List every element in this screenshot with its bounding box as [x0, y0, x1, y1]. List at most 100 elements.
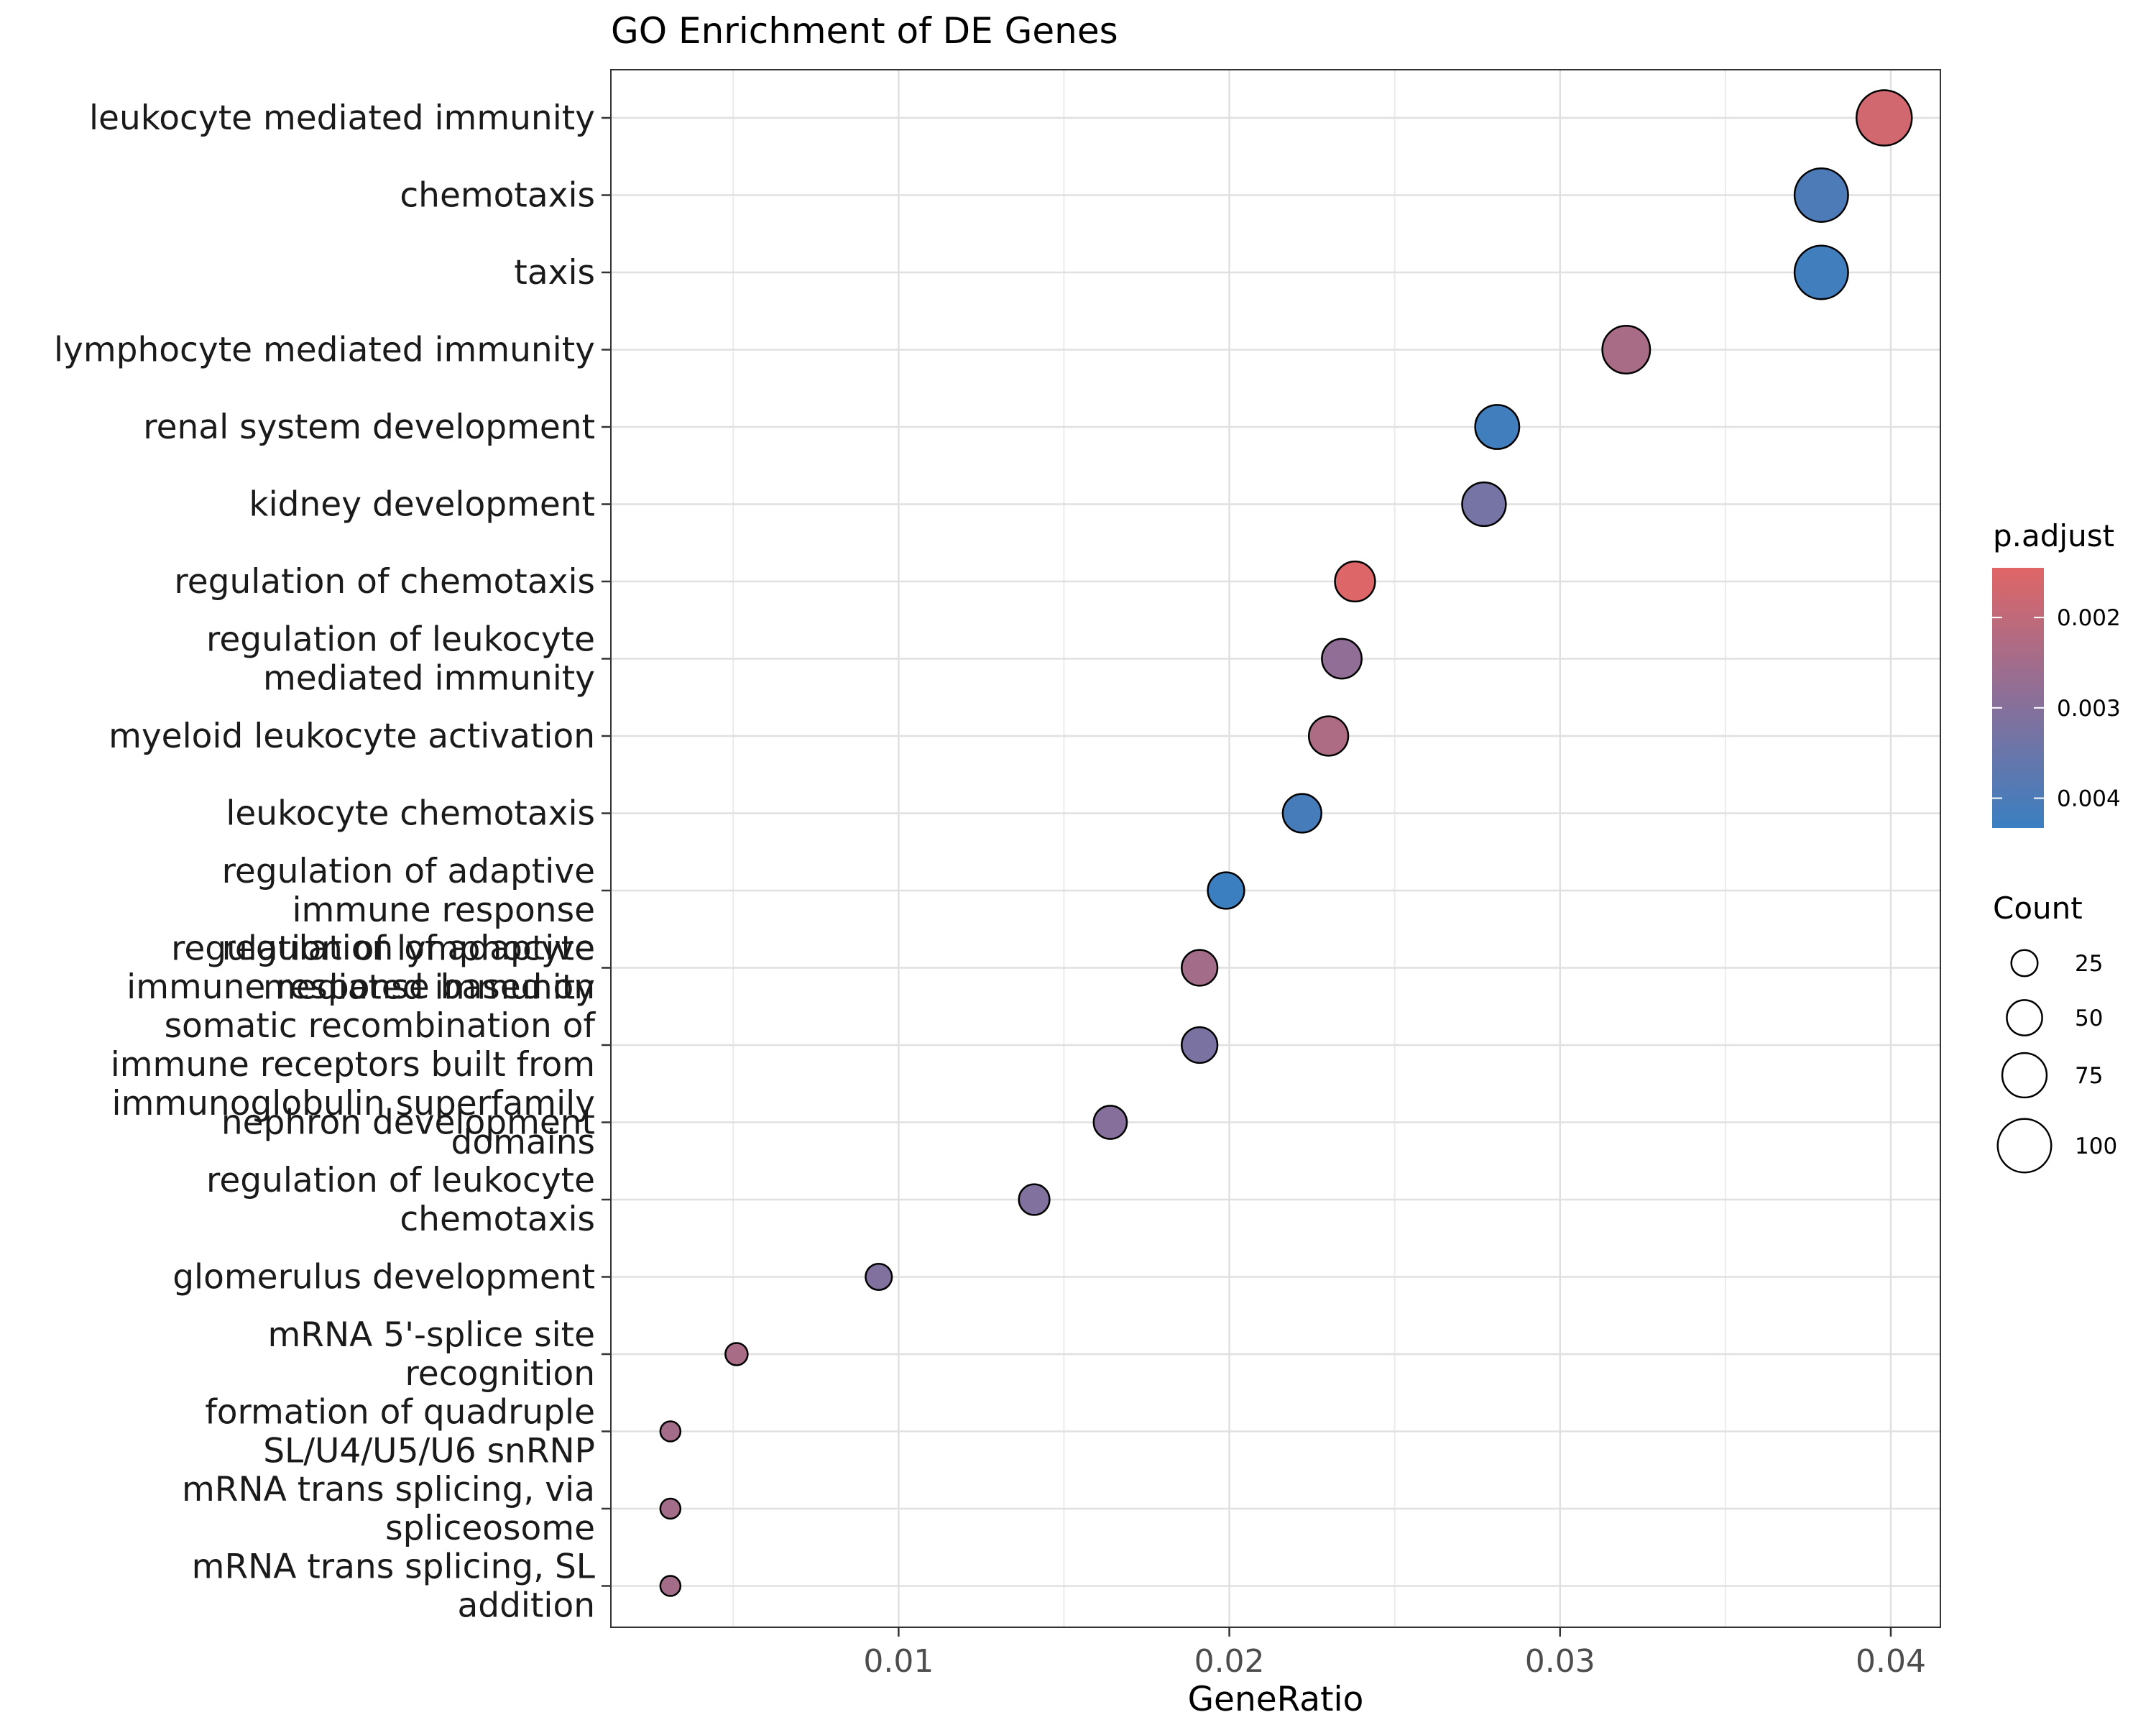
y-tick-label: regulation of lymphocyte mediated immunit…	[171, 929, 595, 1008]
y-tick-label: regulation of leukocyte chemotaxis	[206, 1161, 595, 1239]
minor-gridlines	[732, 70, 1726, 1627]
x-axis: 0.01 0.02 0.03 0.04	[863, 1627, 1926, 1680]
y-tick-label-line: addition	[457, 1586, 595, 1626]
x-tick-label: 0.04	[1856, 1643, 1926, 1680]
color-legend-bar	[1992, 568, 2044, 828]
y-tick-label-line: mRNA 5'-splice site	[268, 1315, 596, 1355]
y-tick-label: regulation of leukocyte mediated immunity	[206, 620, 595, 699]
y-tick-label: glomerulus development	[172, 1258, 595, 1297]
y-tick-label: regulation of adaptive immune response	[222, 852, 595, 930]
size-legend: Count 25 50 75 100	[1993, 891, 2117, 1174]
data-point	[659, 1420, 682, 1443]
size-legend-items: 25 50 75 100	[1996, 949, 2117, 1174]
y-tick-label-line: regulation of adaptive	[222, 929, 595, 968]
data-point	[659, 1575, 682, 1597]
y-tick-label: leukocyte chemotaxis	[226, 794, 595, 834]
y-tick-label: regulation of chemotaxis	[174, 562, 595, 602]
y-tick-label-line: recognition	[405, 1354, 595, 1394]
y-tick-label-line: regulation of adaptive	[222, 852, 595, 891]
y-tick-label: mRNA 5'-splice site recognition	[268, 1315, 596, 1394]
color-legend-title: p.adjust	[1993, 518, 2114, 553]
major-gridlines	[611, 70, 1940, 1627]
y-tick-label-line: regulation of leukocyte	[206, 620, 595, 660]
y-tick-label-line: mediated immunity	[263, 659, 595, 699]
data-point	[1181, 1026, 1219, 1064]
data-point	[1461, 481, 1507, 528]
size-legend-circle	[2006, 999, 2043, 1036]
y-tick-label: lymphocyte mediated immunity	[54, 331, 595, 370]
x-tick-label: 0.03	[1525, 1643, 1595, 1680]
y-tick-label-line: formation of quadruple	[205, 1393, 595, 1432]
size-legend-circle	[2001, 1052, 2048, 1099]
y-tick-label: formation of quadruple SL/U4/U5/U6 snRNP	[205, 1393, 595, 1471]
color-legend-label: 0.003	[2057, 696, 2121, 722]
data-point	[1207, 871, 1245, 910]
y-tick-label-line: immunoglobulin superfamily	[112, 1084, 595, 1123]
size-legend-circle	[1996, 1118, 2053, 1174]
size-legend-circle	[2010, 949, 2039, 978]
y-tick-label-line: leukocyte chemotaxis	[226, 794, 595, 834]
size-legend-label: 50	[2075, 1006, 2103, 1031]
data-point	[1793, 244, 1849, 300]
chart-title: GO Enrichment of DE Genes	[611, 10, 1118, 52]
data-point	[1474, 404, 1521, 450]
x-tick-label: 0.01	[863, 1643, 934, 1680]
y-tick-label-line: chemotaxis	[400, 1200, 595, 1239]
data-point	[1793, 167, 1849, 223]
y-tick-label-line: nephron development	[221, 1103, 595, 1143]
size-legend-label: 25	[2075, 951, 2103, 977]
y-tick-label-line: regulation of chemotaxis	[174, 562, 595, 602]
data-point	[1281, 793, 1322, 834]
data-point	[1307, 715, 1350, 757]
y-tick-label-line: mediated immunity	[263, 968, 595, 1008]
y-tick-label-line: mRNA trans splicing, SL	[192, 1547, 595, 1587]
y-tick-label-line: SL/U4/U5/U6 snRNP	[263, 1432, 595, 1471]
y-tick-label-line: mRNA trans splicing, via	[182, 1470, 595, 1509]
data-point	[1018, 1183, 1051, 1216]
data-point	[724, 1342, 749, 1366]
plot-panel-background	[611, 70, 1940, 1627]
y-tick-label: chemotaxis	[400, 176, 595, 216]
x-axis-title: GeneRatio	[1188, 1680, 1364, 1719]
y-tick-label-line: taxis	[514, 253, 595, 293]
data-point	[1092, 1105, 1128, 1140]
data-point	[659, 1497, 682, 1520]
plot-panel-border	[610, 69, 1941, 1628]
color-legend: p.adjust 0.002 0.003 0.004	[1992, 518, 2121, 828]
y-tick-label-line: glomerulus development	[172, 1258, 595, 1297]
y-tick-label-line: chemotaxis	[400, 176, 595, 216]
y-tick-label: nephron development	[221, 1103, 595, 1143]
y-tick-label: myeloid leukocyte activation	[109, 717, 595, 756]
data-point	[865, 1262, 893, 1292]
y-tick-label-line: immune receptors built from	[111, 1045, 595, 1085]
data-point	[1334, 560, 1376, 603]
y-tick-label: renal system development	[143, 408, 595, 447]
y-tick-label-line: domains	[451, 1123, 595, 1162]
y-tick-label: leukocyte mediated immunity	[89, 98, 595, 138]
y-tick-label-line: myeloid leukocyte activation	[109, 717, 595, 756]
x-tick-label: 0.02	[1194, 1643, 1265, 1680]
y-axis: leukocyte mediated immunity chemotaxis tax…	[54, 98, 611, 1626]
data-point	[1321, 638, 1363, 680]
color-legend-ticks: 0.002 0.003 0.004	[1992, 605, 2121, 812]
y-tick-label: mRNA trans splicing, SL addition	[192, 1547, 595, 1626]
y-tick-label-line: regulation of lymphocyte	[171, 929, 595, 969]
size-legend-title: Count	[1993, 891, 2083, 926]
y-tick-label: taxis	[514, 253, 595, 293]
y-tick-label-line: renal system development	[143, 408, 595, 447]
y-tick-label-line: spliceosome	[385, 1509, 595, 1548]
size-legend-label: 100	[2075, 1133, 2117, 1159]
y-tick-label: regulation of adaptive immune response ba…	[111, 929, 596, 1162]
y-tick-label: kidney development	[249, 485, 595, 525]
y-tick-label-line: leukocyte mediated immunity	[89, 98, 595, 138]
y-tick-label-line: somatic recombination of	[165, 1006, 596, 1046]
y-tick-label-line: lymphocyte mediated immunity	[54, 331, 595, 370]
y-tick-label-line: immune response based on	[126, 967, 595, 1007]
y-tick-label-line: immune response	[292, 891, 595, 930]
size-legend-label: 75	[2075, 1063, 2103, 1089]
color-legend-label: 0.002	[2057, 605, 2121, 631]
data-point	[1856, 89, 1913, 147]
data-points	[659, 89, 1913, 1597]
y-tick-label-line: kidney development	[249, 485, 595, 525]
